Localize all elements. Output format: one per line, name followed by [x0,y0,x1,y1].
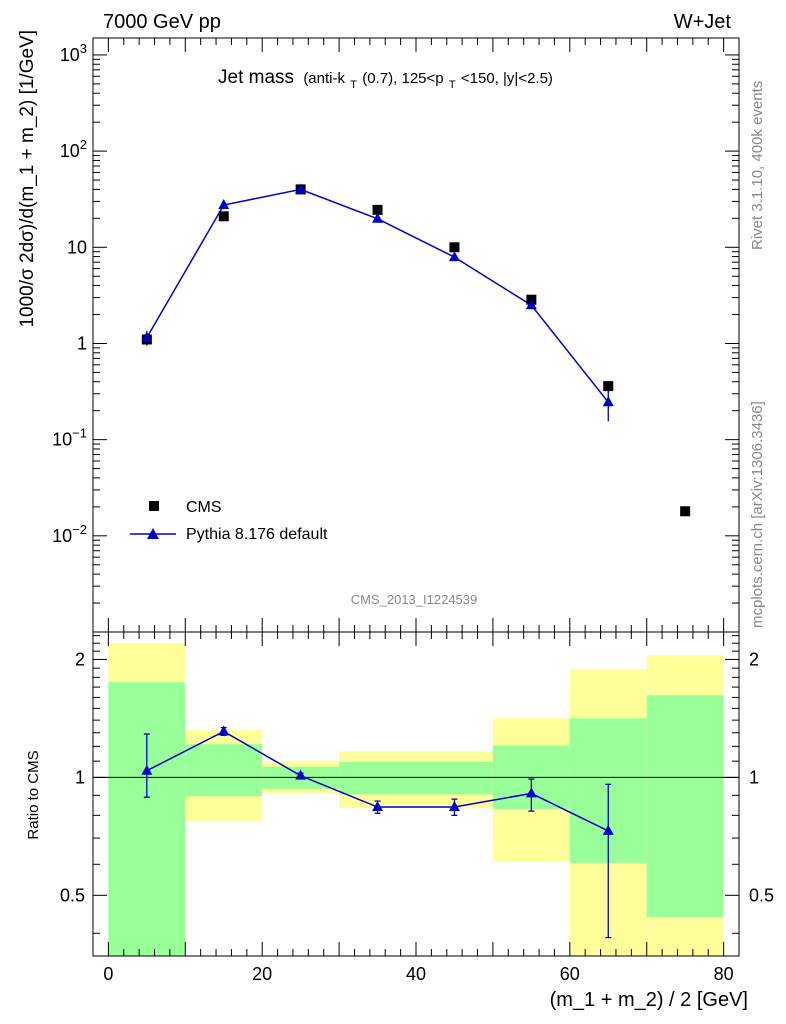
stat-uncertainty-band [416,761,493,795]
y-tick-label: 1 [77,333,87,353]
ratio-y-tick-label: 1 [75,767,85,787]
mcplots-url: mcplots.cern.ch [arXiv:1306.3436] [749,401,766,628]
x-tick-label: 40 [406,964,426,984]
x-tick-label: 60 [560,964,580,984]
cms-point [680,506,691,517]
ratio-point [525,787,537,798]
legend-pythia-label: Pythia 8.176 default [186,526,328,543]
upper-data-layer [141,183,691,517]
header-left: 7000 GeV pp [103,11,221,33]
legend-cms-label: CMS [186,499,222,516]
subtitle-c: <150, |y|<2.5) [461,70,553,87]
ratio-point [372,801,384,812]
legend-cms-marker [149,501,159,511]
upper-ylabel: 1000/σ 2dσ)/d(m_1 + m_2) [1/GeV] [17,30,38,328]
lower-axes: 0.5 0.51 12 20 20 40 60 80 [60,632,774,984]
stat-uncertainty-band [185,744,263,797]
rivet-info: Rivet 3.1.10, 400k events [749,81,766,250]
ratio-point [602,824,614,835]
header-right: W+Jet [674,11,732,33]
lower-ylabel: Ratio to CMS [25,750,42,839]
x-tick-label: 20 [252,964,272,984]
stat-uncertainty-band [108,682,186,956]
ratio-y-tick-label: 1 [749,767,759,787]
pythia-point [218,199,230,210]
y-tick-label: 10−2 [52,522,87,546]
ratio-point [141,764,153,775]
ratio-y-tick-label: 2 [749,649,759,669]
y-tick-label: 103 [60,41,87,65]
stat-uncertainty-band [646,695,724,918]
analysis-watermark: CMS_2013_I1224539 [351,592,478,607]
subtitle-a-sub: T [350,79,357,91]
ratio-y-tick-label: 0.5 [60,885,85,905]
ratio-uncertainty-bands [108,643,724,956]
y-tick-label: 10−1 [52,426,87,450]
upper-axes: 10−2 10−1 1 10 102 103 [52,38,739,632]
subtitle-b-sub: T [449,79,456,91]
pythia-point [295,183,307,194]
ratio-point [218,725,230,736]
pythia-point [141,331,153,342]
legend: CMS Pythia 8.176 default [130,499,328,543]
cms-point [218,211,229,222]
lower-data-layer [141,725,614,939]
subtitle-a: (anti-k [303,70,345,87]
ratio-y-tick-label: 2 [75,649,85,669]
y-tick-label: 102 [60,137,87,161]
pythia-point [602,396,614,407]
pythia-point [372,212,384,223]
x-tick-label: 80 [714,964,734,984]
ratio-point [448,801,460,812]
subtitle-b: (0.7), 125<p [362,70,443,87]
legend-pythia-marker [147,528,159,539]
plot-title-main: Jet mass [218,67,294,88]
x-tick-label: 0 [103,964,113,984]
pythia-point [448,251,460,262]
cms-point [603,381,614,392]
y-tick-label: 10 [67,237,87,257]
cms-point [372,204,383,215]
ratio-y-tick-label: 0.5 [749,885,774,905]
plot-title: Jet mass (anti-k T (0.7), 125<p T <150, … [218,67,553,93]
pythia-point [525,299,537,310]
stat-uncertainty-band [339,761,416,795]
cms-point [449,242,460,253]
ratio-point [295,769,307,780]
x-axis-label: (m_1 + m_2) / 2 [GeV] [550,989,748,1011]
